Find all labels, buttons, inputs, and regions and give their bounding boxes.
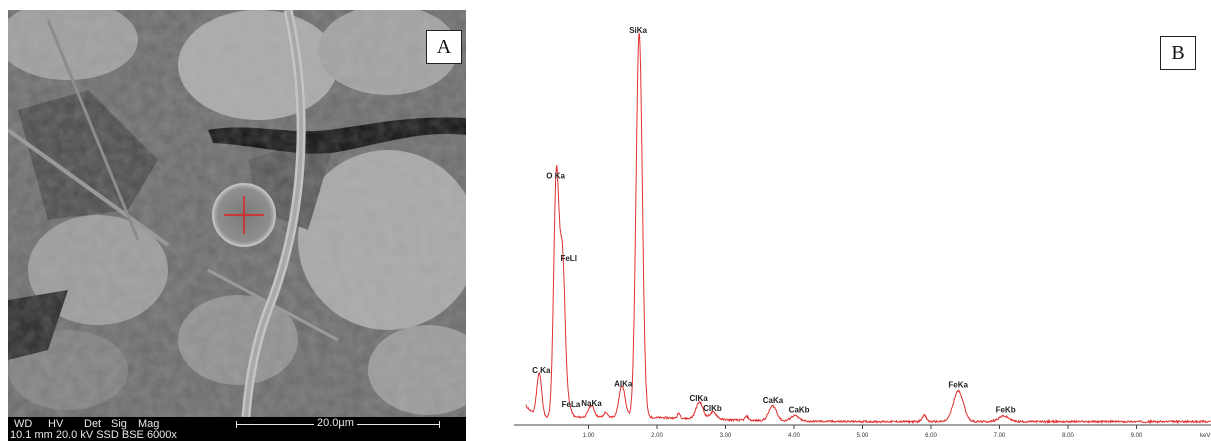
x-tick-label: 4.00 xyxy=(788,433,800,439)
x-tick-label: 8.00 xyxy=(1062,433,1074,439)
sem-micrograph-panel: A WD HV Det Sig Mag 10.1 mm 20.0 kV SSD … xyxy=(8,10,466,441)
mag-header: Mag xyxy=(138,418,160,430)
peak-label: FeKa xyxy=(948,380,968,389)
x-tick-label: 5.00 xyxy=(857,433,869,439)
sig-header: Sig xyxy=(111,418,127,430)
peak-label: FeKb xyxy=(996,405,1016,414)
peak-label: CaKb xyxy=(789,405,810,414)
x-tick-label: 7.00 xyxy=(994,433,1006,439)
x-tick-label: 3.00 xyxy=(720,433,732,439)
peak-label: FeLa xyxy=(562,400,581,409)
x-tick-label: 9.00 xyxy=(1131,433,1143,439)
eds-spectrum-chart: 1.00 2.00 3.00 4.00 5.00 6.00 7.00 8.00 9.00 keV … xyxy=(514,26,1211,439)
spectrum-line xyxy=(525,33,1211,425)
x-axis-ticks: 1.00 2.00 3.00 4.00 5.00 6.00 7.00 8.00 9.00 keV xyxy=(583,425,1210,439)
peak-label: O Ka xyxy=(546,171,565,180)
sem-info-bar: WD HV Det Sig Mag 10.1 mm 20.0 kV SSD BS… xyxy=(8,417,466,441)
x-axis-unit-label: keV xyxy=(1200,433,1210,439)
info-values: 10.1 mm 20.0 kV SSD BSE 6000x xyxy=(10,429,177,441)
peak-label: FeLl xyxy=(560,254,576,263)
peak-label: ClKb xyxy=(703,404,722,413)
scale-bar-label: 20.0µm xyxy=(314,417,357,429)
peak-label: ClKa xyxy=(689,394,708,403)
hv-header: HV xyxy=(48,418,64,430)
panel-label-a: A xyxy=(426,30,462,64)
x-tick-label: 2.00 xyxy=(651,433,663,439)
eds-spectrum-panel: 1.00 2.00 3.00 4.00 5.00 6.00 7.00 8.00 9.00 keV … xyxy=(508,0,1211,441)
peak-label: AlKa xyxy=(614,380,633,389)
peak-label: CaKa xyxy=(763,396,784,405)
peak-label: NaKa xyxy=(581,399,602,408)
wd-header: WD xyxy=(14,418,33,430)
scale-bar-tick-left xyxy=(236,421,237,428)
x-tick-label: 1.00 xyxy=(583,433,595,439)
x-tick-label: 6.00 xyxy=(925,433,937,439)
sem-micrograph-image xyxy=(8,10,466,417)
peak-label: SiKa xyxy=(629,26,647,35)
scale-bar-tick-right xyxy=(439,421,440,428)
det-header: Det xyxy=(84,418,102,430)
panel-label-b: B xyxy=(1160,36,1196,70)
peak-label: C Ka xyxy=(532,366,551,375)
